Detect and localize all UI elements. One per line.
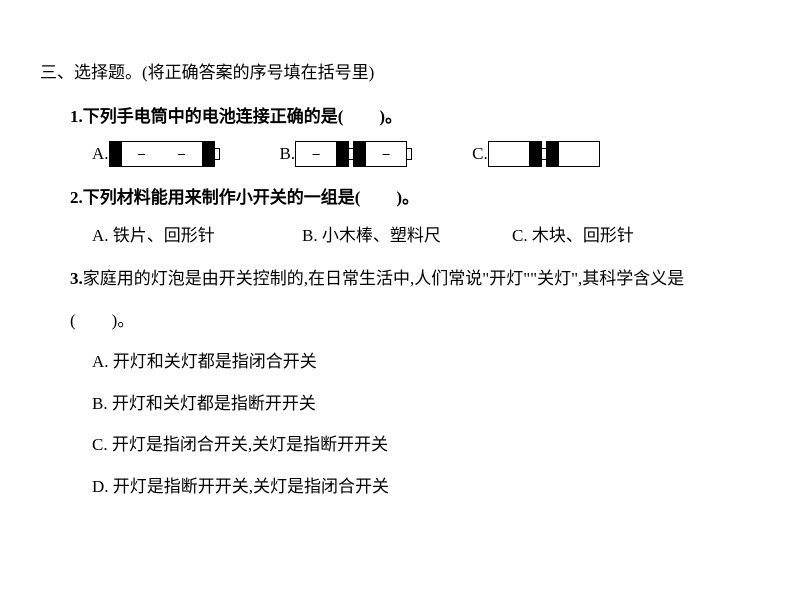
- q3-option-b: B. 开灯和关灯都是指断开开关: [92, 391, 754, 417]
- q1-body: 下列手电筒中的电池连接正确的是(: [83, 107, 344, 126]
- q1-option-a: A. – –: [92, 141, 220, 167]
- minus-icon: –: [138, 144, 145, 165]
- q3-option-a: A. 开灯和关灯都是指闭合开关: [92, 349, 754, 375]
- q1-option-b: B. – –: [280, 141, 413, 167]
- q1-number: 1.: [70, 107, 83, 126]
- q1-end: )。: [379, 107, 402, 126]
- q1-options: A. – – B. –: [92, 141, 754, 167]
- q3-options: A. 开灯和关灯都是指闭合开关 B. 开灯和关灯都是指断开开关 C. 开灯是指闭…: [92, 349, 754, 499]
- q2-text: 2.下列材料能用来制作小开关的一组是( )。: [70, 185, 754, 211]
- q3-paren-line: ( )。: [70, 308, 754, 334]
- q2-option-a: A. 铁片、回形针: [92, 223, 302, 249]
- q1-option-c-label: C.: [472, 141, 488, 167]
- q2-option-b: B. 小木棒、塑料尺: [302, 223, 512, 249]
- q3-option-c: C. 开灯是指闭合开关,关灯是指断开开关: [92, 432, 754, 458]
- q3-option-d: D. 开灯是指断开开关,关灯是指闭合开关: [92, 474, 754, 500]
- q2-body: 下列材料能用来制作小开关的一组是(: [83, 188, 361, 207]
- q3-number: 3.: [70, 269, 83, 288]
- minus-icon: –: [383, 144, 390, 165]
- section-title: 三、选择题。(将正确答案的序号填在括号里): [40, 60, 754, 86]
- question-3: 3.家庭用的灯泡是由开关控制的,在日常生活中,人们常说"开灯""关灯",其科学含…: [70, 266, 754, 499]
- battery-diagram-a: – –: [109, 141, 220, 167]
- q3-paren-open: (: [70, 311, 76, 330]
- q1-option-c: C.: [472, 141, 600, 167]
- q2-number: 2.: [70, 188, 83, 207]
- q1-option-a-label: A.: [92, 141, 109, 167]
- question-2: 2.下列材料能用来制作小开关的一组是( )。 A. 铁片、回形针 B. 小木棒、塑…: [70, 185, 754, 248]
- q1-text: 1.下列手电筒中的电池连接正确的是( )。: [70, 104, 754, 130]
- question-1: 1.下列手电筒中的电池连接正确的是( )。 A. – – B. –: [70, 104, 754, 168]
- battery-diagram-b: – –: [295, 141, 412, 167]
- q1-option-b-label: B.: [280, 141, 296, 167]
- q3-body: 家庭用的灯泡是由开关控制的,在日常生活中,人们常说"开灯""关灯",其科学含义是: [83, 269, 685, 288]
- q3-paren-close: )。: [112, 311, 135, 330]
- minus-icon: –: [178, 144, 185, 165]
- minus-icon: –: [313, 144, 320, 165]
- q3-text: 3.家庭用的灯泡是由开关控制的,在日常生活中,人们常说"开灯""关灯",其科学含…: [70, 266, 754, 292]
- q2-options: A. 铁片、回形针 B. 小木棒、塑料尺 C. 木块、回形针: [92, 223, 754, 249]
- battery-diagram-c: [488, 141, 600, 167]
- q2-option-c: C. 木块、回形针: [512, 223, 722, 249]
- q2-end: )。: [396, 188, 419, 207]
